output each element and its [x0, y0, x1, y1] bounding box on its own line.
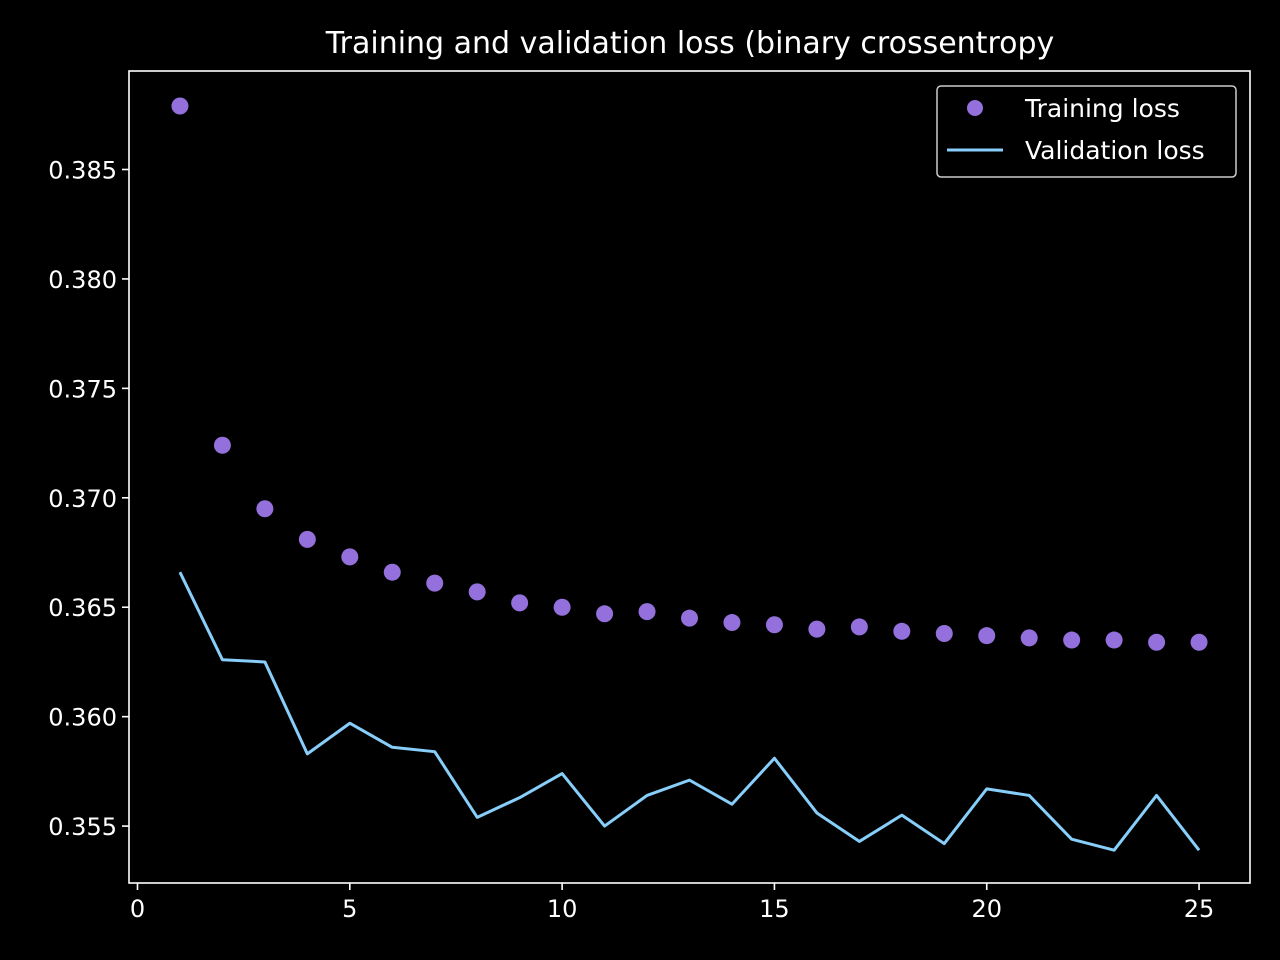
- y-tick-label: 0.385: [48, 156, 117, 184]
- training-loss-point: [978, 627, 996, 645]
- chart-title: Training and validation loss (binary cro…: [325, 26, 1055, 61]
- training-loss-point: [1020, 629, 1038, 647]
- training-loss-point: [723, 614, 741, 632]
- training-loss-point: [1063, 631, 1081, 649]
- x-tick-label: 0: [130, 895, 145, 923]
- training-loss-point: [808, 620, 826, 638]
- training-loss-point: [341, 548, 359, 566]
- training-loss-point: [426, 574, 444, 592]
- training-loss-point: [1105, 631, 1123, 649]
- training-loss-point: [681, 609, 698, 627]
- x-tick-label: 20: [971, 895, 1002, 923]
- legend-marker-training: [967, 100, 983, 116]
- y-tick-label: 0.380: [48, 266, 117, 294]
- y-tick-label: 0.360: [48, 704, 117, 732]
- x-tick-label: 10: [547, 895, 578, 923]
- y-tick-label: 0.370: [48, 485, 117, 513]
- x-tick-label: 25: [1184, 895, 1215, 923]
- x-tick-label: 15: [759, 895, 790, 923]
- y-tick-label: 0.355: [48, 813, 117, 841]
- validation-loss-line: [178, 571, 1201, 852]
- training-loss-point: [935, 624, 953, 642]
- plot-frame: [128, 70, 1251, 884]
- x-tick-label: 5: [342, 895, 357, 923]
- legend-label-validation: Validation loss: [1025, 136, 1205, 165]
- training-loss-point: [511, 594, 529, 612]
- training-loss-point: [596, 605, 614, 623]
- training-loss-point: [765, 616, 783, 634]
- training-loss-point: [468, 583, 486, 601]
- training-loss-point: [553, 598, 571, 616]
- training-loss-point: [850, 618, 868, 636]
- y-tick-label: 0.365: [48, 594, 117, 622]
- training-loss-point: [383, 563, 401, 581]
- training-loss-point: [893, 622, 911, 640]
- training-loss-point: [1148, 633, 1166, 651]
- training-loss-point: [256, 500, 274, 518]
- legend-box: [936, 85, 1237, 178]
- training-loss-point: [171, 97, 189, 115]
- y-tick-label: 0.375: [48, 375, 117, 403]
- legend-label-training: Training loss: [1024, 94, 1180, 123]
- training-loss-point: [298, 530, 316, 548]
- training-loss-point: [213, 436, 231, 454]
- training-loss-point: [638, 603, 656, 621]
- legend: Training loss Validation loss: [936, 85, 1237, 178]
- training-loss-point: [1190, 633, 1208, 651]
